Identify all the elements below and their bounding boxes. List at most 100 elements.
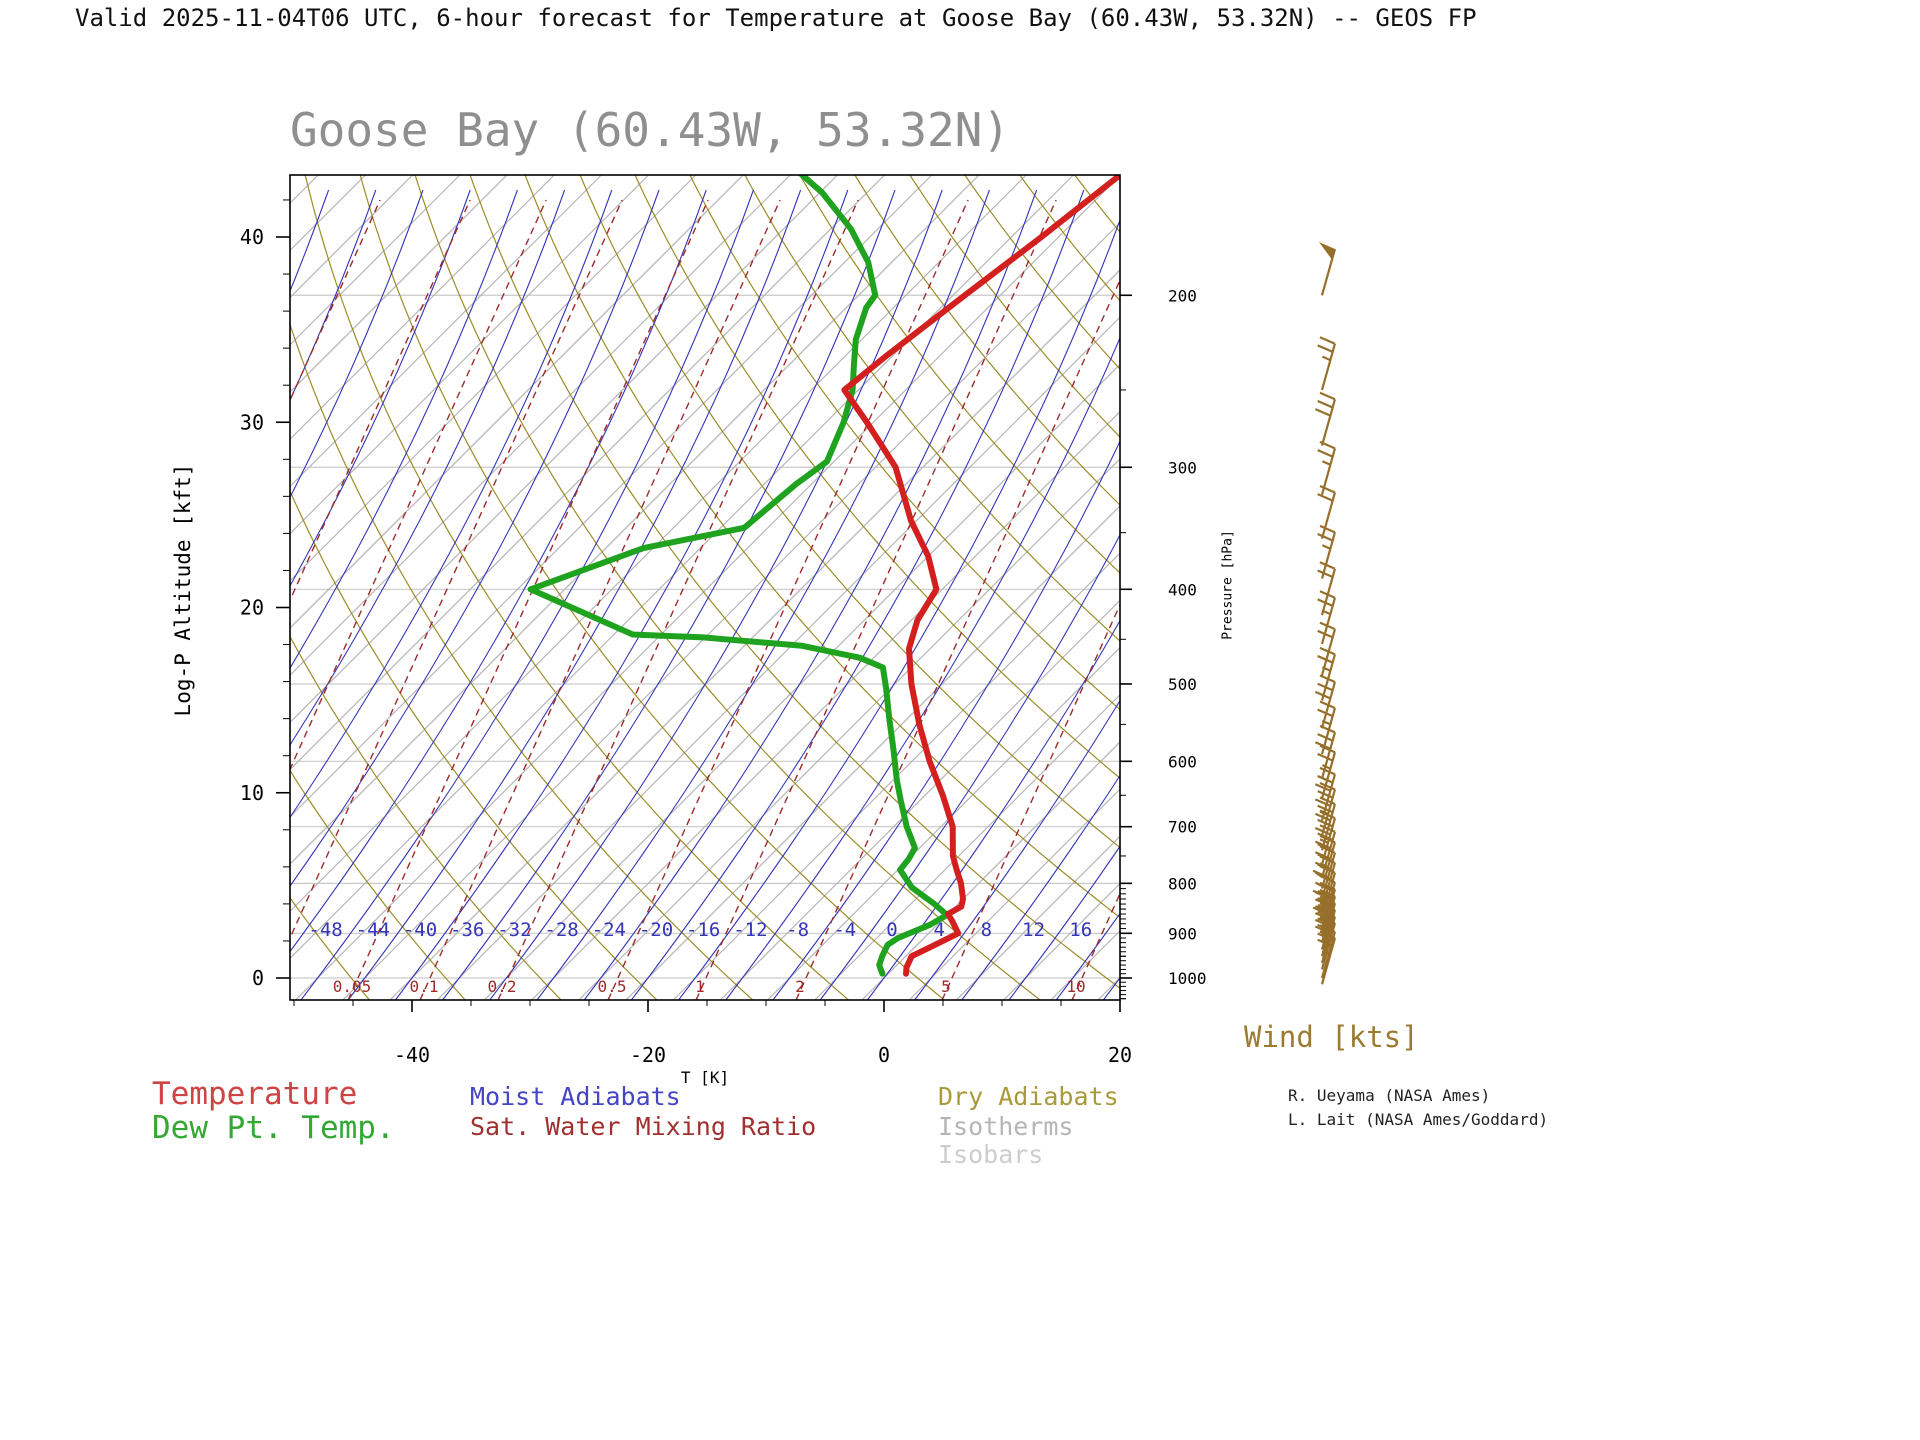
barb-full-tick <box>1317 818 1334 828</box>
barb-full-tick <box>1314 827 1331 836</box>
dry-adiabat-line <box>0 169 274 1001</box>
barb-full-tick <box>1314 925 1331 935</box>
moist-adiabat-line <box>442 189 896 1000</box>
moist-adiabat-line <box>290 189 566 746</box>
barb-full-tick <box>1317 708 1334 718</box>
moist-adiabat-line <box>290 189 613 819</box>
barb-half-tick <box>1321 666 1331 672</box>
mixing-ratio-label: 1 <box>695 977 705 996</box>
moist-adiabat-label: -8 <box>786 919 809 941</box>
moist-adiabat-line <box>290 189 707 953</box>
barb-full-tick <box>1319 909 1336 918</box>
page-title: Goose Bay (60.43W, 53.32N) <box>289 103 1011 157</box>
dry-adiabat-line <box>799 175 1120 574</box>
barb-full-tick <box>1317 804 1334 814</box>
mixing-ratio-line <box>290 199 381 402</box>
dry-adiabat-line <box>290 769 466 1000</box>
barb-full-tick <box>1319 724 1336 734</box>
barb-full-tick <box>1314 741 1331 750</box>
dry-adiabat-line <box>579 175 1120 849</box>
isotherm-line <box>295 175 1120 1000</box>
pressure-tick-label: 900 <box>1168 924 1197 943</box>
mixing-ratio-label: 0.5 <box>598 977 627 996</box>
moist-adiabat-label: 12 <box>1022 919 1045 941</box>
kft-tick-label: 10 <box>240 781 264 805</box>
credit-line-1: R. Ueyama (NASA Ames) <box>1288 1086 1491 1105</box>
moist-adiabat-label: -48 <box>308 919 342 941</box>
wind-barb <box>1317 646 1337 701</box>
barb-full-tick <box>1319 824 1336 833</box>
moist-adiabat-line <box>1008 845 1120 1000</box>
isotherm-line <box>290 175 791 677</box>
barb-full-tick <box>1317 832 1334 841</box>
barb-half-tick <box>1321 764 1331 770</box>
temp-tick-label: -40 <box>394 1043 430 1067</box>
isotherm-line <box>290 175 838 724</box>
moist-adiabat-line <box>914 699 1120 1000</box>
barb-full-tick <box>1319 440 1336 450</box>
dry-adiabat-line <box>1073 175 1120 234</box>
temperature-curve <box>841 175 1120 977</box>
moist-adiabat-line <box>583 189 1038 1000</box>
isotherm-line <box>290 175 933 818</box>
barb-half-tick <box>1319 838 1329 844</box>
mixing-ratio-line <box>607 199 969 1000</box>
isotherm-line <box>0 175 271 1000</box>
temp-tick-label: 20 <box>1108 1043 1132 1067</box>
mixing-ratio-label: 10 <box>1066 977 1085 996</box>
isotherm-line <box>1145 175 1920 1000</box>
plot-grid <box>0 169 1920 1001</box>
mixing-ratio-label: 0.05 <box>333 977 372 996</box>
moist-adiabat-line <box>394 189 849 1000</box>
barb-full-tick <box>1319 855 1336 864</box>
wind-barb <box>1314 724 1337 779</box>
kft-tick-label: 30 <box>240 410 264 434</box>
mixing-ratio-line <box>290 199 623 940</box>
mixing-ratio-line <box>419 199 781 1000</box>
moist-adiabat-line <box>772 440 1120 1000</box>
wind-barb <box>1314 824 1337 879</box>
kft-tick-label: 20 <box>240 596 264 620</box>
isotherm-line <box>1381 175 1920 1000</box>
barb-full-tick <box>1317 569 1334 578</box>
barb-full-tick <box>1317 493 1334 502</box>
moist-adiabat-label: -28 <box>544 919 578 941</box>
moist-adiabat-label: 0 <box>886 919 897 941</box>
barb-full-tick <box>1319 874 1336 884</box>
dry-adiabat-line <box>524 175 1120 919</box>
dry-adiabat-line <box>634 175 1120 779</box>
isotherm-line <box>290 175 1074 960</box>
barb-full-tick <box>1317 790 1334 799</box>
credit-line-2: L. Lait (NASA Ames/Goddard) <box>1288 1110 1549 1129</box>
barb-full-tick <box>1317 598 1334 607</box>
barb-half-tick <box>1321 949 1331 956</box>
barb-staff <box>1320 248 1337 296</box>
barb-full-tick <box>1319 766 1336 776</box>
barb-full-tick <box>1317 752 1334 762</box>
barb-half-tick <box>1321 544 1331 550</box>
isotherm-line <box>861 741 1120 1000</box>
dry-adiabat-line <box>290 489 658 1000</box>
moist-adiabat-label: 4 <box>933 919 944 941</box>
moist-adiabat-label: -12 <box>733 919 767 941</box>
mixing-ratio-label: 0.1 <box>410 977 439 996</box>
dry-adiabat-line <box>1019 175 1120 302</box>
moist-adiabat-line <box>725 336 1120 1000</box>
mixing-ratio-line <box>290 199 547 771</box>
barb-full-tick <box>1319 590 1336 599</box>
pressure-tick-label: 400 <box>1168 580 1197 599</box>
barb-full-tick <box>1317 775 1334 784</box>
moist-adiabat-line <box>678 218 1120 1000</box>
barb-full-tick <box>1317 917 1334 926</box>
dry-adiabat-line <box>414 175 1042 1000</box>
barb-pennant <box>1318 242 1335 260</box>
barb-full-tick <box>1317 344 1334 353</box>
barb-full-tick <box>1317 682 1334 692</box>
legend-isobars: Isobars <box>938 1140 1044 1169</box>
wind-barb <box>1317 524 1337 579</box>
legend-temperature: Temperature <box>152 1076 358 1112</box>
barb-full-tick <box>1319 781 1336 791</box>
moist-adiabat-line <box>630 189 1085 1000</box>
mixing-ratio-label: 5 <box>941 977 951 996</box>
isotherm-line <box>290 175 650 535</box>
